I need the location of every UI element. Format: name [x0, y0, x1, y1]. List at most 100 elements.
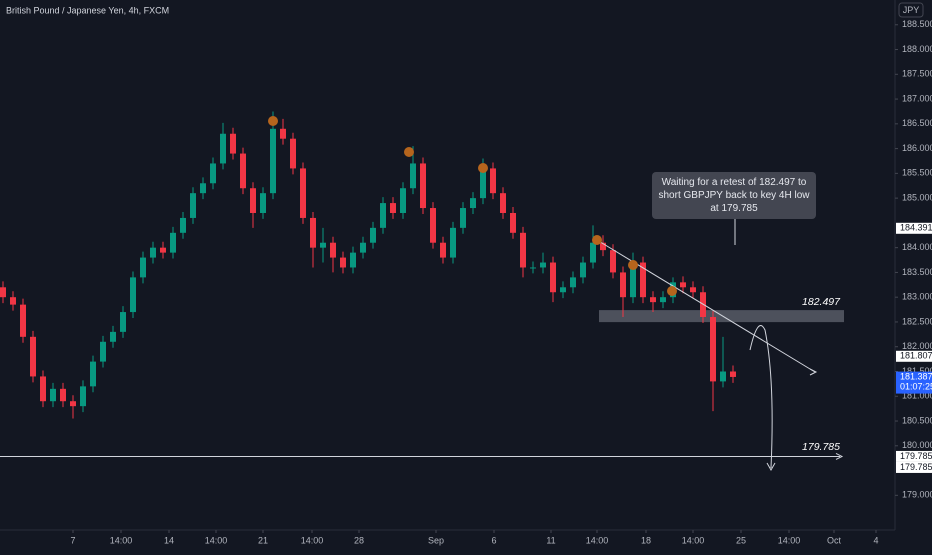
candle-body — [400, 188, 406, 213]
candle-body — [680, 282, 686, 288]
candle-body — [210, 163, 216, 184]
candle-body — [260, 193, 266, 213]
candle-body — [470, 198, 476, 209]
projection-arrow — [766, 462, 776, 472]
y-tick-label: 187.500 — [902, 69, 932, 79]
candle-body — [170, 232, 176, 253]
price-label-box — [896, 371, 932, 394]
candle-body — [580, 262, 586, 278]
candle-body — [300, 168, 306, 218]
projection-path — [749, 325, 773, 469]
x-tick-label: 14:00 — [682, 535, 705, 545]
candle-body — [230, 133, 236, 154]
y-tick-label: 179.000 — [902, 490, 932, 500]
candle-body — [240, 153, 246, 189]
y-tick-label: 182.500 — [902, 316, 932, 326]
candle-body — [540, 262, 546, 268]
candle-body — [200, 183, 206, 194]
candle-body — [510, 212, 516, 233]
candle-body — [50, 388, 56, 402]
level-label: 179.785 — [802, 441, 840, 453]
candle-body — [320, 242, 326, 248]
candle-body — [190, 193, 196, 218]
candle-body — [490, 168, 496, 194]
y-tick-label: 186.000 — [902, 143, 932, 153]
y-tick-label: 181.500 — [902, 366, 932, 376]
price-label: 184.391 — [900, 223, 932, 233]
candle-body — [420, 163, 426, 209]
currency-button[interactable] — [898, 2, 924, 18]
x-tick-label: Oct — [827, 535, 842, 545]
annotation: Waiting for a retest of 182.497 to short… — [652, 172, 816, 219]
candle-body — [370, 227, 376, 243]
x-tick-label: 21 — [258, 535, 268, 545]
trend-line — [596, 239, 816, 373]
candle-body — [40, 376, 46, 402]
candle-body — [550, 262, 556, 293]
candle-body — [630, 262, 636, 298]
price-label-box — [896, 461, 932, 473]
candle-body — [60, 388, 66, 402]
x-tick-label: 4 — [873, 535, 878, 545]
x-tick-label: 7 — [70, 535, 75, 545]
candle-body — [220, 133, 226, 164]
y-tick-label: 183.500 — [902, 267, 932, 277]
candle-body — [650, 297, 656, 303]
candle-body — [480, 168, 486, 199]
candle-body — [10, 297, 16, 305]
support-arrow — [835, 452, 844, 460]
candle-body — [620, 272, 626, 298]
price-label: 181.387 — [900, 371, 932, 381]
candle-body — [310, 217, 316, 248]
price-label-box — [896, 222, 932, 234]
swing-marker — [667, 286, 677, 296]
x-tick-label: 18 — [641, 535, 651, 545]
candle-body — [340, 257, 346, 268]
price-label: 179.785 — [900, 451, 932, 461]
swing-marker — [404, 147, 414, 157]
y-tick-label: 181.000 — [902, 391, 932, 401]
candle-body — [250, 188, 256, 213]
candle-body — [330, 242, 336, 258]
candle-body — [720, 371, 726, 382]
y-tick-label: 184.000 — [902, 242, 932, 252]
candle-body — [640, 262, 646, 298]
y-tick-label: 183.000 — [902, 292, 932, 302]
candle-body — [610, 250, 616, 273]
candle-body — [130, 277, 136, 313]
x-tick-label: 14:00 — [301, 535, 324, 545]
swing-marker — [628, 260, 638, 270]
x-tick-label: 14:00 — [205, 535, 228, 545]
price-label: 181.807 — [900, 351, 932, 361]
price-label-box — [896, 450, 932, 462]
candle-body — [660, 297, 666, 303]
candle-body — [600, 242, 606, 251]
countdown: 01:07:25 — [900, 381, 932, 391]
candle-body — [90, 361, 96, 387]
price-label-box — [896, 350, 932, 362]
y-tick-label: 180.000 — [902, 440, 932, 450]
x-tick-label: Sep — [428, 535, 444, 545]
candle-body — [360, 242, 366, 253]
price-label: 179.785 — [900, 462, 932, 472]
candle-body — [450, 227, 456, 258]
y-tick-label: 186.500 — [902, 118, 932, 128]
candle-body — [80, 386, 86, 407]
y-tick-label: 185.000 — [902, 193, 932, 203]
y-tick-label: 180.500 — [902, 415, 932, 425]
y-tick-label: 188.500 — [902, 19, 932, 29]
chart-title: British Pound / Japanese Yen, 4h, FXCM — [6, 5, 169, 15]
x-tick-label: 25 — [736, 535, 746, 545]
candle-body — [290, 138, 296, 169]
trend-arrow — [809, 368, 818, 376]
candle-body — [100, 341, 106, 362]
candle-body — [160, 247, 166, 253]
swing-marker — [268, 116, 278, 126]
candle-body — [570, 277, 576, 288]
currency[interactable]: JPY — [903, 5, 920, 15]
candle-body — [20, 304, 26, 337]
x-tick-label: 28 — [354, 535, 364, 545]
candle-body — [140, 257, 146, 278]
